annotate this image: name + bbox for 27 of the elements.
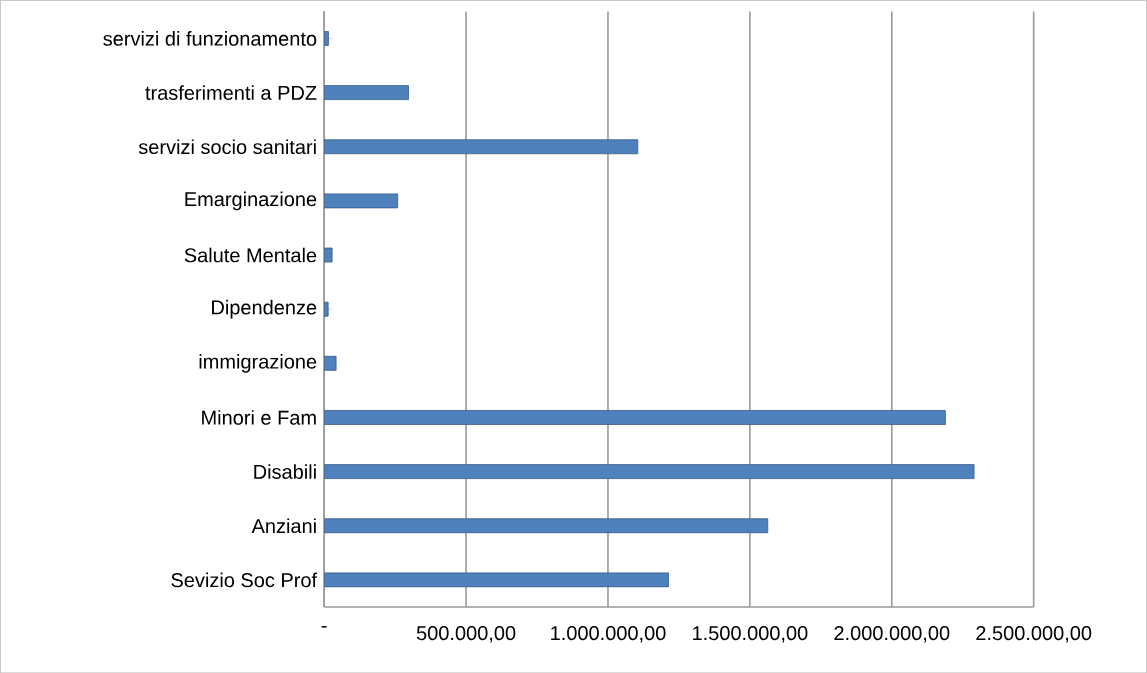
bar xyxy=(324,572,669,588)
x-tick-label: 1.500.000,00 xyxy=(693,625,808,643)
bar xyxy=(324,409,946,425)
bar xyxy=(324,518,769,533)
bar xyxy=(324,85,409,100)
y-tick-label: immigrazione xyxy=(199,353,317,373)
x-tick-label: 2.000.000,00 xyxy=(834,625,950,643)
x-tick-label: 2.500.000,00 xyxy=(976,625,1092,643)
y-tick-label: Disabili xyxy=(254,464,316,479)
bar xyxy=(324,301,329,317)
x-tick-label: 1.000.000,00 xyxy=(551,625,666,643)
y-tick-label: Sevizio Soc Prof xyxy=(171,572,318,588)
bar xyxy=(324,464,975,479)
x-tick-label: 500.000,00 xyxy=(416,625,516,643)
y-tick-label: Anziani xyxy=(251,518,316,533)
y-tick-label: servizi socio sanitari xyxy=(138,139,316,154)
bar xyxy=(324,247,333,263)
y-tick-label: trasferimenti a PDZ xyxy=(145,85,317,100)
bar xyxy=(324,193,399,209)
bar xyxy=(324,355,337,371)
y-tick-label: servizi di funzionamento xyxy=(103,30,317,46)
bar xyxy=(324,139,639,154)
y-tick-label: Salute Mentale xyxy=(184,247,317,263)
y-tick-label: Emarginazione xyxy=(185,191,317,211)
y-tick-label: Minori e Fam xyxy=(202,409,316,425)
y-tick-label: Dipendenze xyxy=(212,299,317,319)
x-tick-label: - xyxy=(321,625,327,628)
